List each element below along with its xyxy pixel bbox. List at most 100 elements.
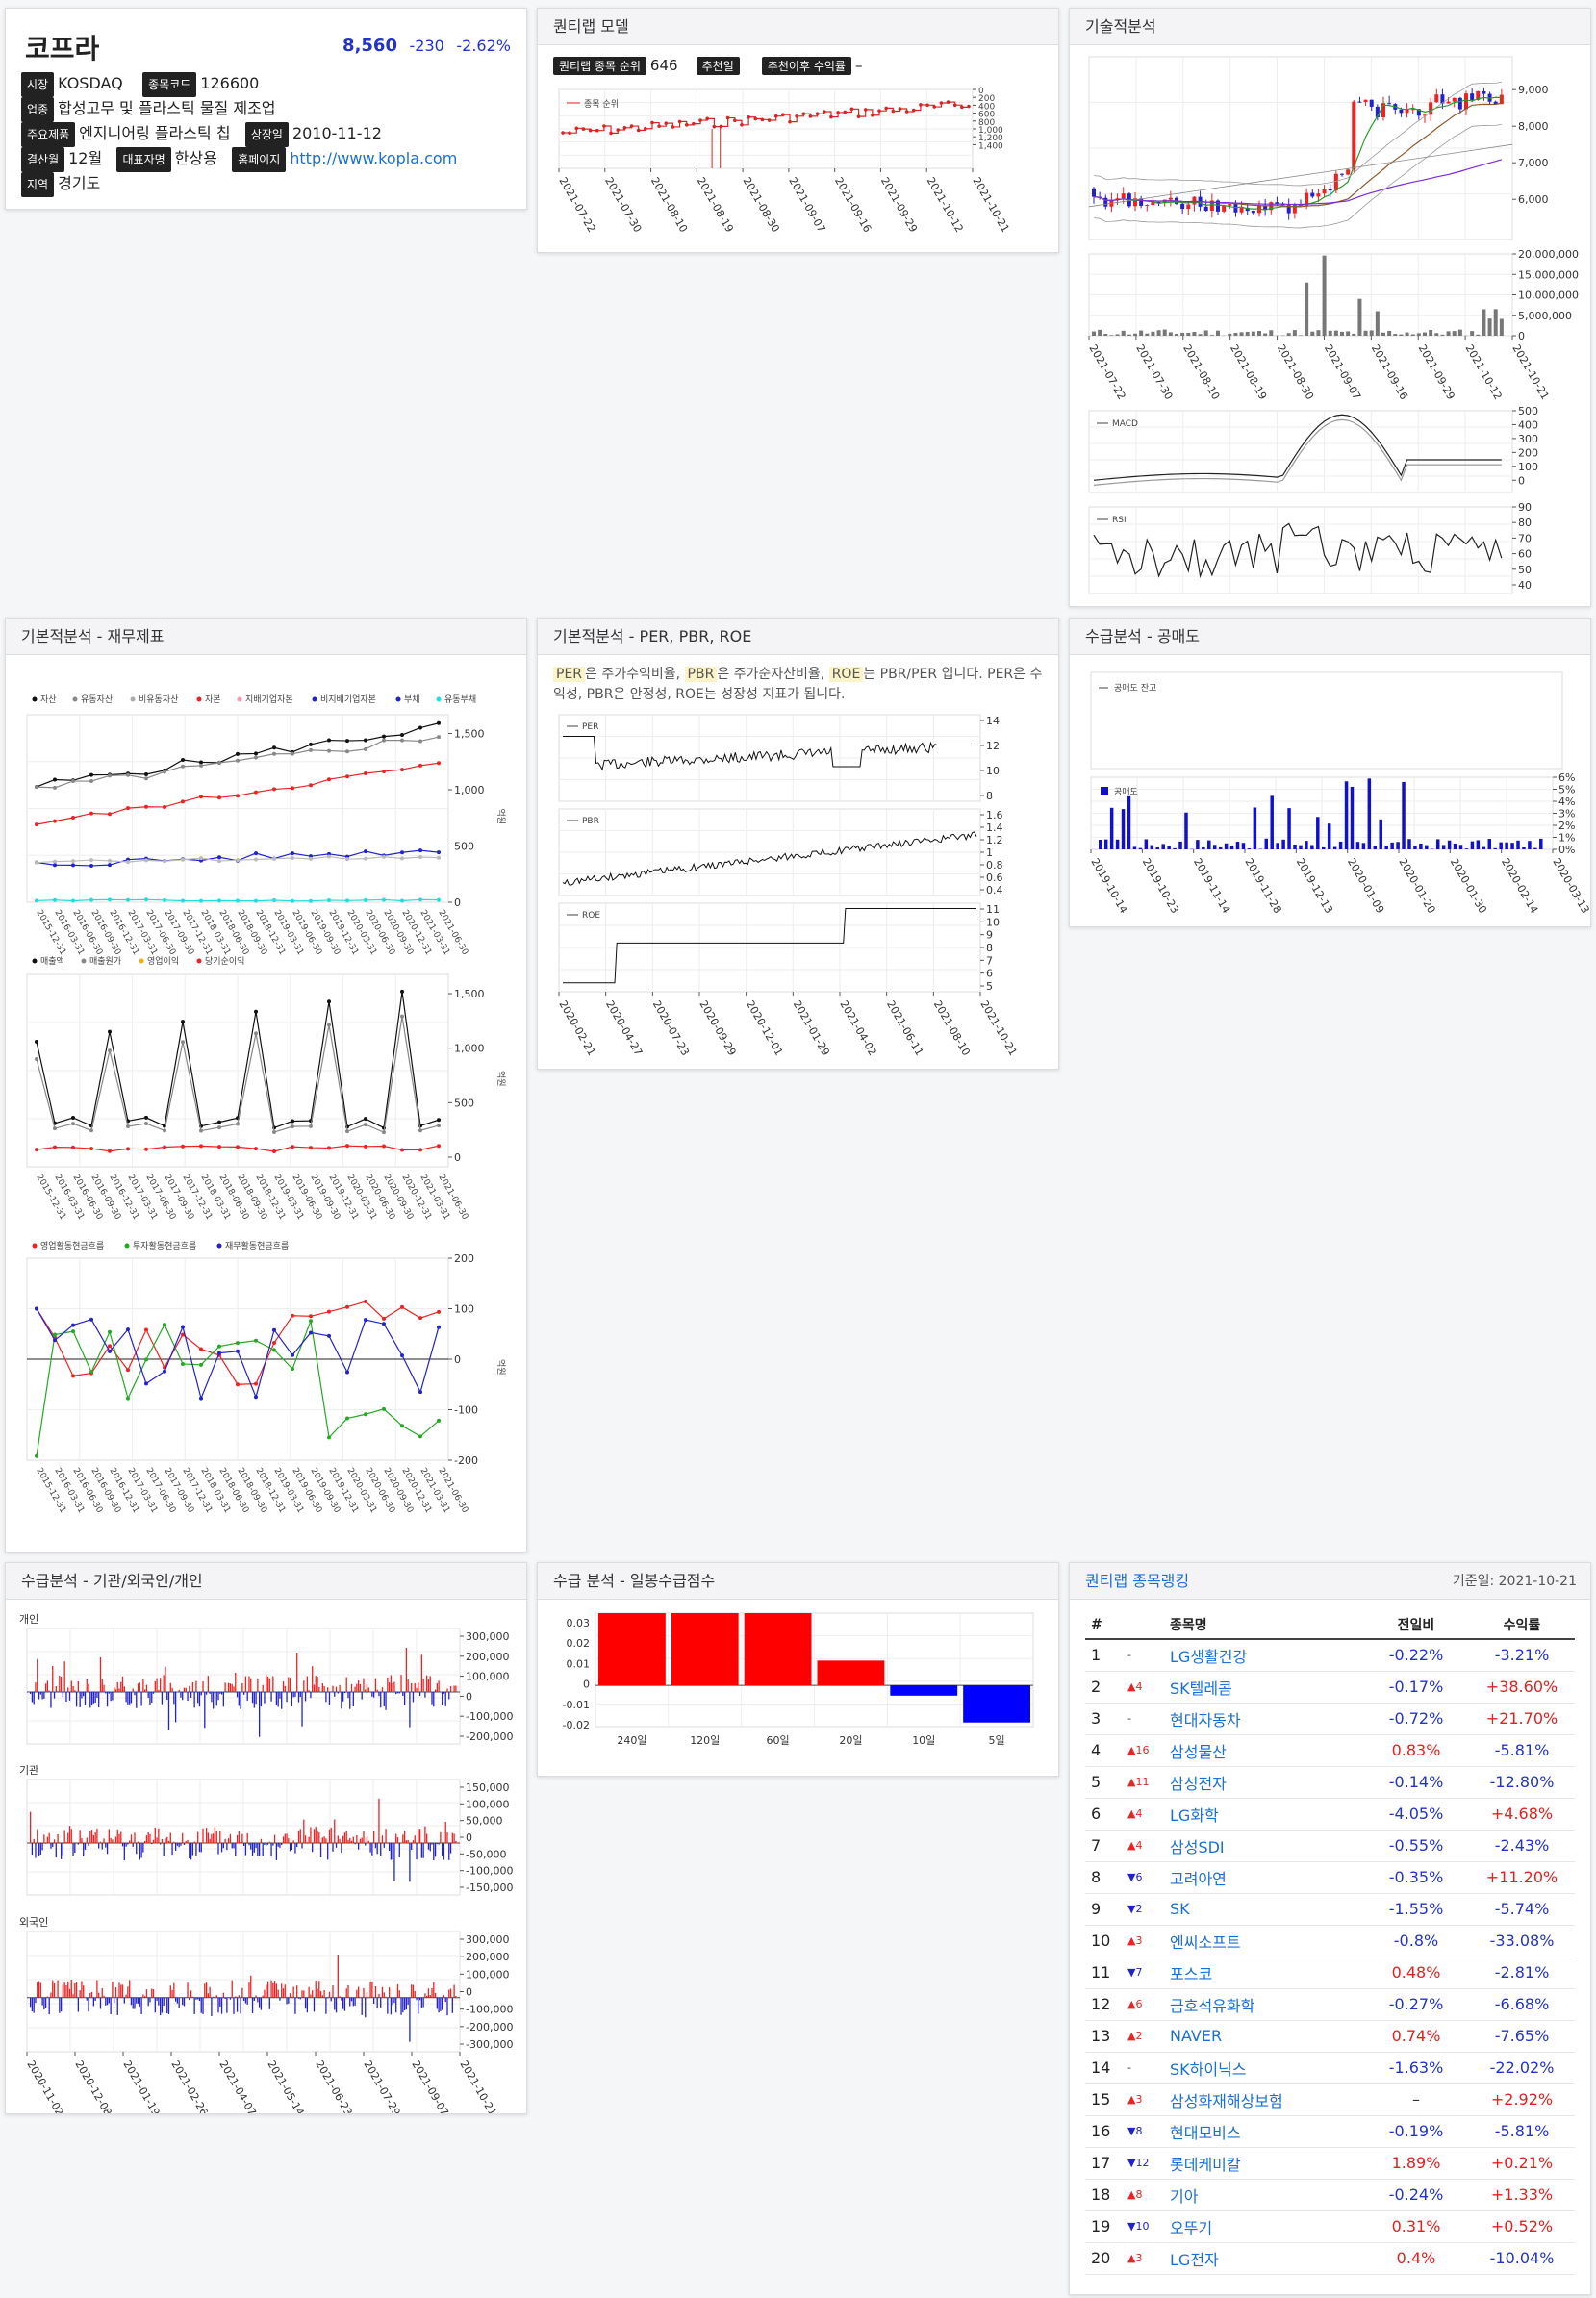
flow-bar (37, 1982, 38, 1998)
stock-name-link[interactable]: SK하이닉스 (1164, 2052, 1363, 2084)
candle-body (1429, 102, 1433, 115)
flow-bar (436, 1843, 438, 1845)
stock-name-link[interactable]: 오뚜기 (1164, 2210, 1363, 2243)
flow-bar (191, 1843, 194, 1856)
flow-bar (279, 1692, 281, 1699)
table-row[interactable]: 5 ▲11 삼성전자 -0.14% -12.80% (1085, 1766, 1575, 1799)
candle-body (1464, 93, 1468, 110)
rank-move: ▲16 (1122, 1734, 1164, 1767)
y-tick-label: 2% (1558, 820, 1575, 832)
cashflow-point (400, 1304, 404, 1309)
flow-bar (217, 1843, 219, 1855)
flow-bar (60, 1843, 63, 1859)
table-row[interactable]: 9 ▼2 SK -1.55% -5.74% (1085, 1893, 1575, 1926)
table-row[interactable]: 15 ▲3 삼성화재해상보험 – +2.92% (1085, 2083, 1575, 2116)
table-row[interactable]: 13 ▲2 NAVER 0.74% -7.65% (1085, 2020, 1575, 2053)
stock-name-link[interactable]: 포스코 (1164, 1957, 1363, 1989)
volume-bar (1233, 333, 1238, 336)
asset-line-point (400, 733, 404, 738)
stock-name-link[interactable]: 금호석유화학 (1164, 1988, 1363, 2021)
stock-name-link[interactable]: 삼성화재해상보험 (1164, 2083, 1363, 2116)
flow-bar (258, 1843, 261, 1856)
table-row[interactable]: 19 ▼10 오뚜기 0.31% +0.52% (1085, 2210, 1575, 2243)
table-row[interactable]: 8 ▼6 고려아연 -0.35% +11.20% (1085, 1861, 1575, 1894)
stock-name-link[interactable]: 고려아연 (1164, 1861, 1363, 1894)
table-row[interactable]: 17 ▼12 롯데케미칼 1.89% +0.21% (1085, 2147, 1575, 2180)
stock-name-link[interactable]: 삼성물산 (1164, 1734, 1363, 1767)
cashflow-point (254, 1395, 258, 1400)
y-tick-label: 6 (986, 968, 993, 980)
equity-line-point (89, 811, 93, 816)
stock-name-link[interactable]: 기아 (1164, 2179, 1363, 2211)
table-row[interactable]: 11 ▼7 포스코 0.48% -2.81% (1085, 1957, 1575, 1989)
table-row[interactable]: 3- 현대자동차 -0.72% +21.70% (1085, 1703, 1575, 1735)
short-bar (1322, 846, 1326, 849)
table-row[interactable]: 10 ▲3 엔씨소프트 -0.8% -33.08% (1085, 1925, 1575, 1957)
flow-bar (449, 1988, 452, 1998)
equity-line-point (382, 769, 386, 773)
equity-line-point (345, 774, 349, 779)
table-row[interactable]: 2 ▲4 SK텔레콤 -0.17% +38.60% (1085, 1671, 1575, 1704)
flow-bar (402, 1692, 404, 1697)
stock-name-link[interactable]: 삼성전자 (1164, 1766, 1363, 1799)
flow-bar (52, 1980, 54, 1998)
stock-name-link[interactable]: 삼성SDI (1164, 1830, 1363, 1862)
short-bar (1293, 844, 1297, 849)
candle-body (1310, 192, 1315, 197)
flow-bar (59, 1997, 61, 2013)
rank-point (836, 111, 840, 114)
flow-bar (416, 1843, 418, 1860)
flow-bar (233, 1686, 235, 1692)
volume-bar (1103, 333, 1108, 336)
stock-name-link[interactable]: 엔씨소프트 (1164, 1925, 1363, 1957)
table-row[interactable]: 14- SK하이닉스 -1.63% -22.02% (1085, 2052, 1575, 2084)
table-row[interactable]: 18 ▲8 기아 -0.24% +1.33% (1085, 2179, 1575, 2211)
legend-marker (312, 696, 317, 702)
stock-name-link[interactable]: SK텔레콤 (1164, 1671, 1363, 1704)
legend-marker (196, 696, 202, 702)
y-tick-label: -100,000 (466, 1865, 513, 1878)
stock-name-link[interactable]: 롯데케미칼 (1164, 2147, 1363, 2180)
flow-bar (291, 1843, 293, 1851)
stock-name-link[interactable]: SK (1164, 1893, 1363, 1926)
cogs-line-point (217, 1125, 221, 1130)
listing-value: 2010-11-12 (291, 124, 382, 142)
stock-name-link[interactable]: LG생활건강 (1164, 1639, 1363, 1672)
table-row[interactable]: 16 ▼8 현대모비스 -0.19% -5.81% (1085, 2115, 1575, 2148)
flow-bar (224, 1838, 226, 1843)
table-row[interactable]: 20 ▲3 LG전자 0.4% -10.04% (1085, 2242, 1575, 2275)
flow-bar (101, 1843, 103, 1850)
flow-bar (204, 1692, 206, 1729)
flow-bar (411, 1984, 413, 1998)
x-tick-label: 2021-10-21 (977, 998, 1019, 1058)
flow-bar (92, 1997, 95, 2007)
x-tick-label: 2020-07-23 (650, 998, 692, 1058)
table-row[interactable]: 7 ▲4 삼성SDI -0.55% -2.43% (1085, 1830, 1575, 1862)
stock-name-link[interactable]: 현대자동차 (1164, 1703, 1363, 1735)
stock-name-link[interactable]: LG화학 (1164, 1798, 1363, 1831)
table-row[interactable]: 6 ▲4 LG화학 -4.05% +4.68% (1085, 1798, 1575, 1831)
equity-line-point (199, 795, 203, 799)
fin-card: 기본적분석 - 재무제표 자산 유동자산 비유동자산 자본 지배기업자본 비지배기업자본 부… (5, 618, 527, 1553)
flow-bar (198, 1843, 201, 1853)
volume-bar (1316, 330, 1321, 336)
net-income-line-point (71, 1145, 75, 1149)
flow-bar (250, 1678, 252, 1692)
stock-name-link[interactable]: NAVER (1164, 2020, 1363, 2053)
cogs-line-point (163, 1128, 166, 1133)
cashflow-point (309, 1314, 313, 1319)
per-card: 기본적분석 - PER, PBR, ROE PER 은 주가수익비율, PBR 은 … (537, 618, 1059, 1070)
stock-name-link[interactable]: LG전자 (1164, 2242, 1363, 2275)
stock-name-link[interactable]: 현대모비스 (1164, 2115, 1363, 2148)
table-row[interactable]: 12 ▲6 금호석유화학 -0.27% -6.68% (1085, 1988, 1575, 2021)
flow-bar (136, 1843, 138, 1855)
homepage-link[interactable]: http://www.kopla.com (290, 149, 458, 167)
flow-bar (106, 1843, 109, 1855)
noncurrent-line-point (382, 854, 386, 859)
ranking-date: 기준일: 2021-10-21 (1452, 1574, 1577, 1589)
table-row[interactable]: 1- LG생활건강 -0.22% -3.21% (1085, 1639, 1575, 1672)
table-row[interactable]: 4 ▲16 삼성물산 0.83% -5.81% (1085, 1734, 1575, 1767)
rank-point (677, 119, 682, 124)
flow-bar (149, 1997, 151, 2003)
current-liab-line-point (418, 897, 422, 902)
